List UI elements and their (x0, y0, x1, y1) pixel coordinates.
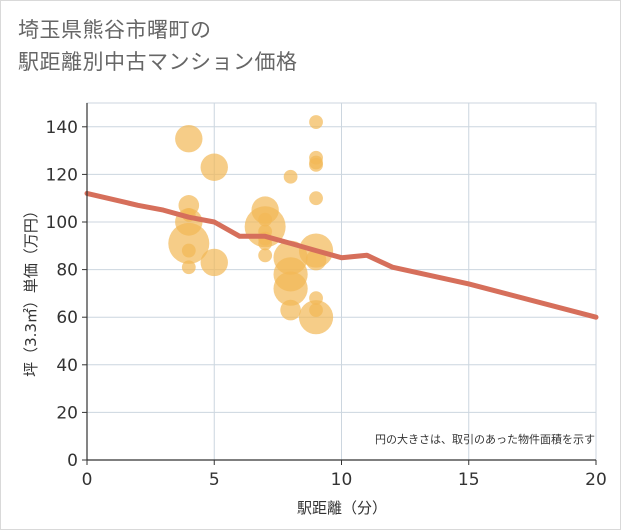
data-point (175, 125, 203, 153)
x-tick-label: 15 (458, 470, 480, 490)
chart-title-line1: 埼玉県熊谷市曙町の (18, 18, 212, 42)
data-point (305, 249, 327, 271)
data-point (309, 157, 323, 172)
data-point (181, 260, 196, 275)
data-point (200, 248, 228, 277)
y-tick-label: 0 (67, 451, 78, 471)
y-axis-label: 坪（3.3㎡）単価（万円） (22, 203, 40, 377)
data-point (280, 299, 301, 321)
grid-lines (86, 102, 597, 461)
bubble-series (168, 115, 334, 335)
chart-title-line2: 駅距離別中古マンション価格 (18, 50, 298, 74)
data-point (309, 191, 323, 206)
data-point (200, 153, 228, 181)
chart-title: 埼玉県熊谷市曙町の 駅距離別中古マンション価格 (18, 14, 298, 78)
data-point (283, 169, 298, 184)
data-point (181, 243, 196, 258)
data-point (168, 222, 210, 264)
y-tick-label: 40 (56, 356, 78, 376)
x-axis-ticks: 0 5 10 15 20 (82, 460, 607, 490)
y-tick-label: 20 (56, 403, 78, 423)
data-point (258, 248, 273, 263)
data-point (258, 236, 273, 251)
x-axis-label: 駅距離（分） (297, 499, 387, 517)
y-tick-label: 120 (46, 165, 78, 185)
x-tick-label: 20 (585, 470, 607, 490)
data-point (298, 300, 334, 335)
data-point (309, 115, 323, 129)
x-tick-label: 5 (209, 470, 220, 490)
trend-series (84, 190, 599, 320)
trend-line (84, 190, 599, 320)
y-axis-ticks: 0 20 40 60 80 100 120 140 (46, 118, 87, 471)
y-tick-label: 140 (46, 118, 78, 138)
y-tick-label: 60 (56, 308, 78, 328)
y-tick-label: 100 (46, 213, 78, 233)
x-tick-label: 10 (331, 470, 353, 490)
size-note: 円の大きさは、取引のあった物件面積を示す (375, 432, 595, 446)
y-tick-label: 80 (56, 261, 78, 281)
x-tick-label: 0 (82, 470, 93, 490)
data-point (273, 271, 308, 306)
